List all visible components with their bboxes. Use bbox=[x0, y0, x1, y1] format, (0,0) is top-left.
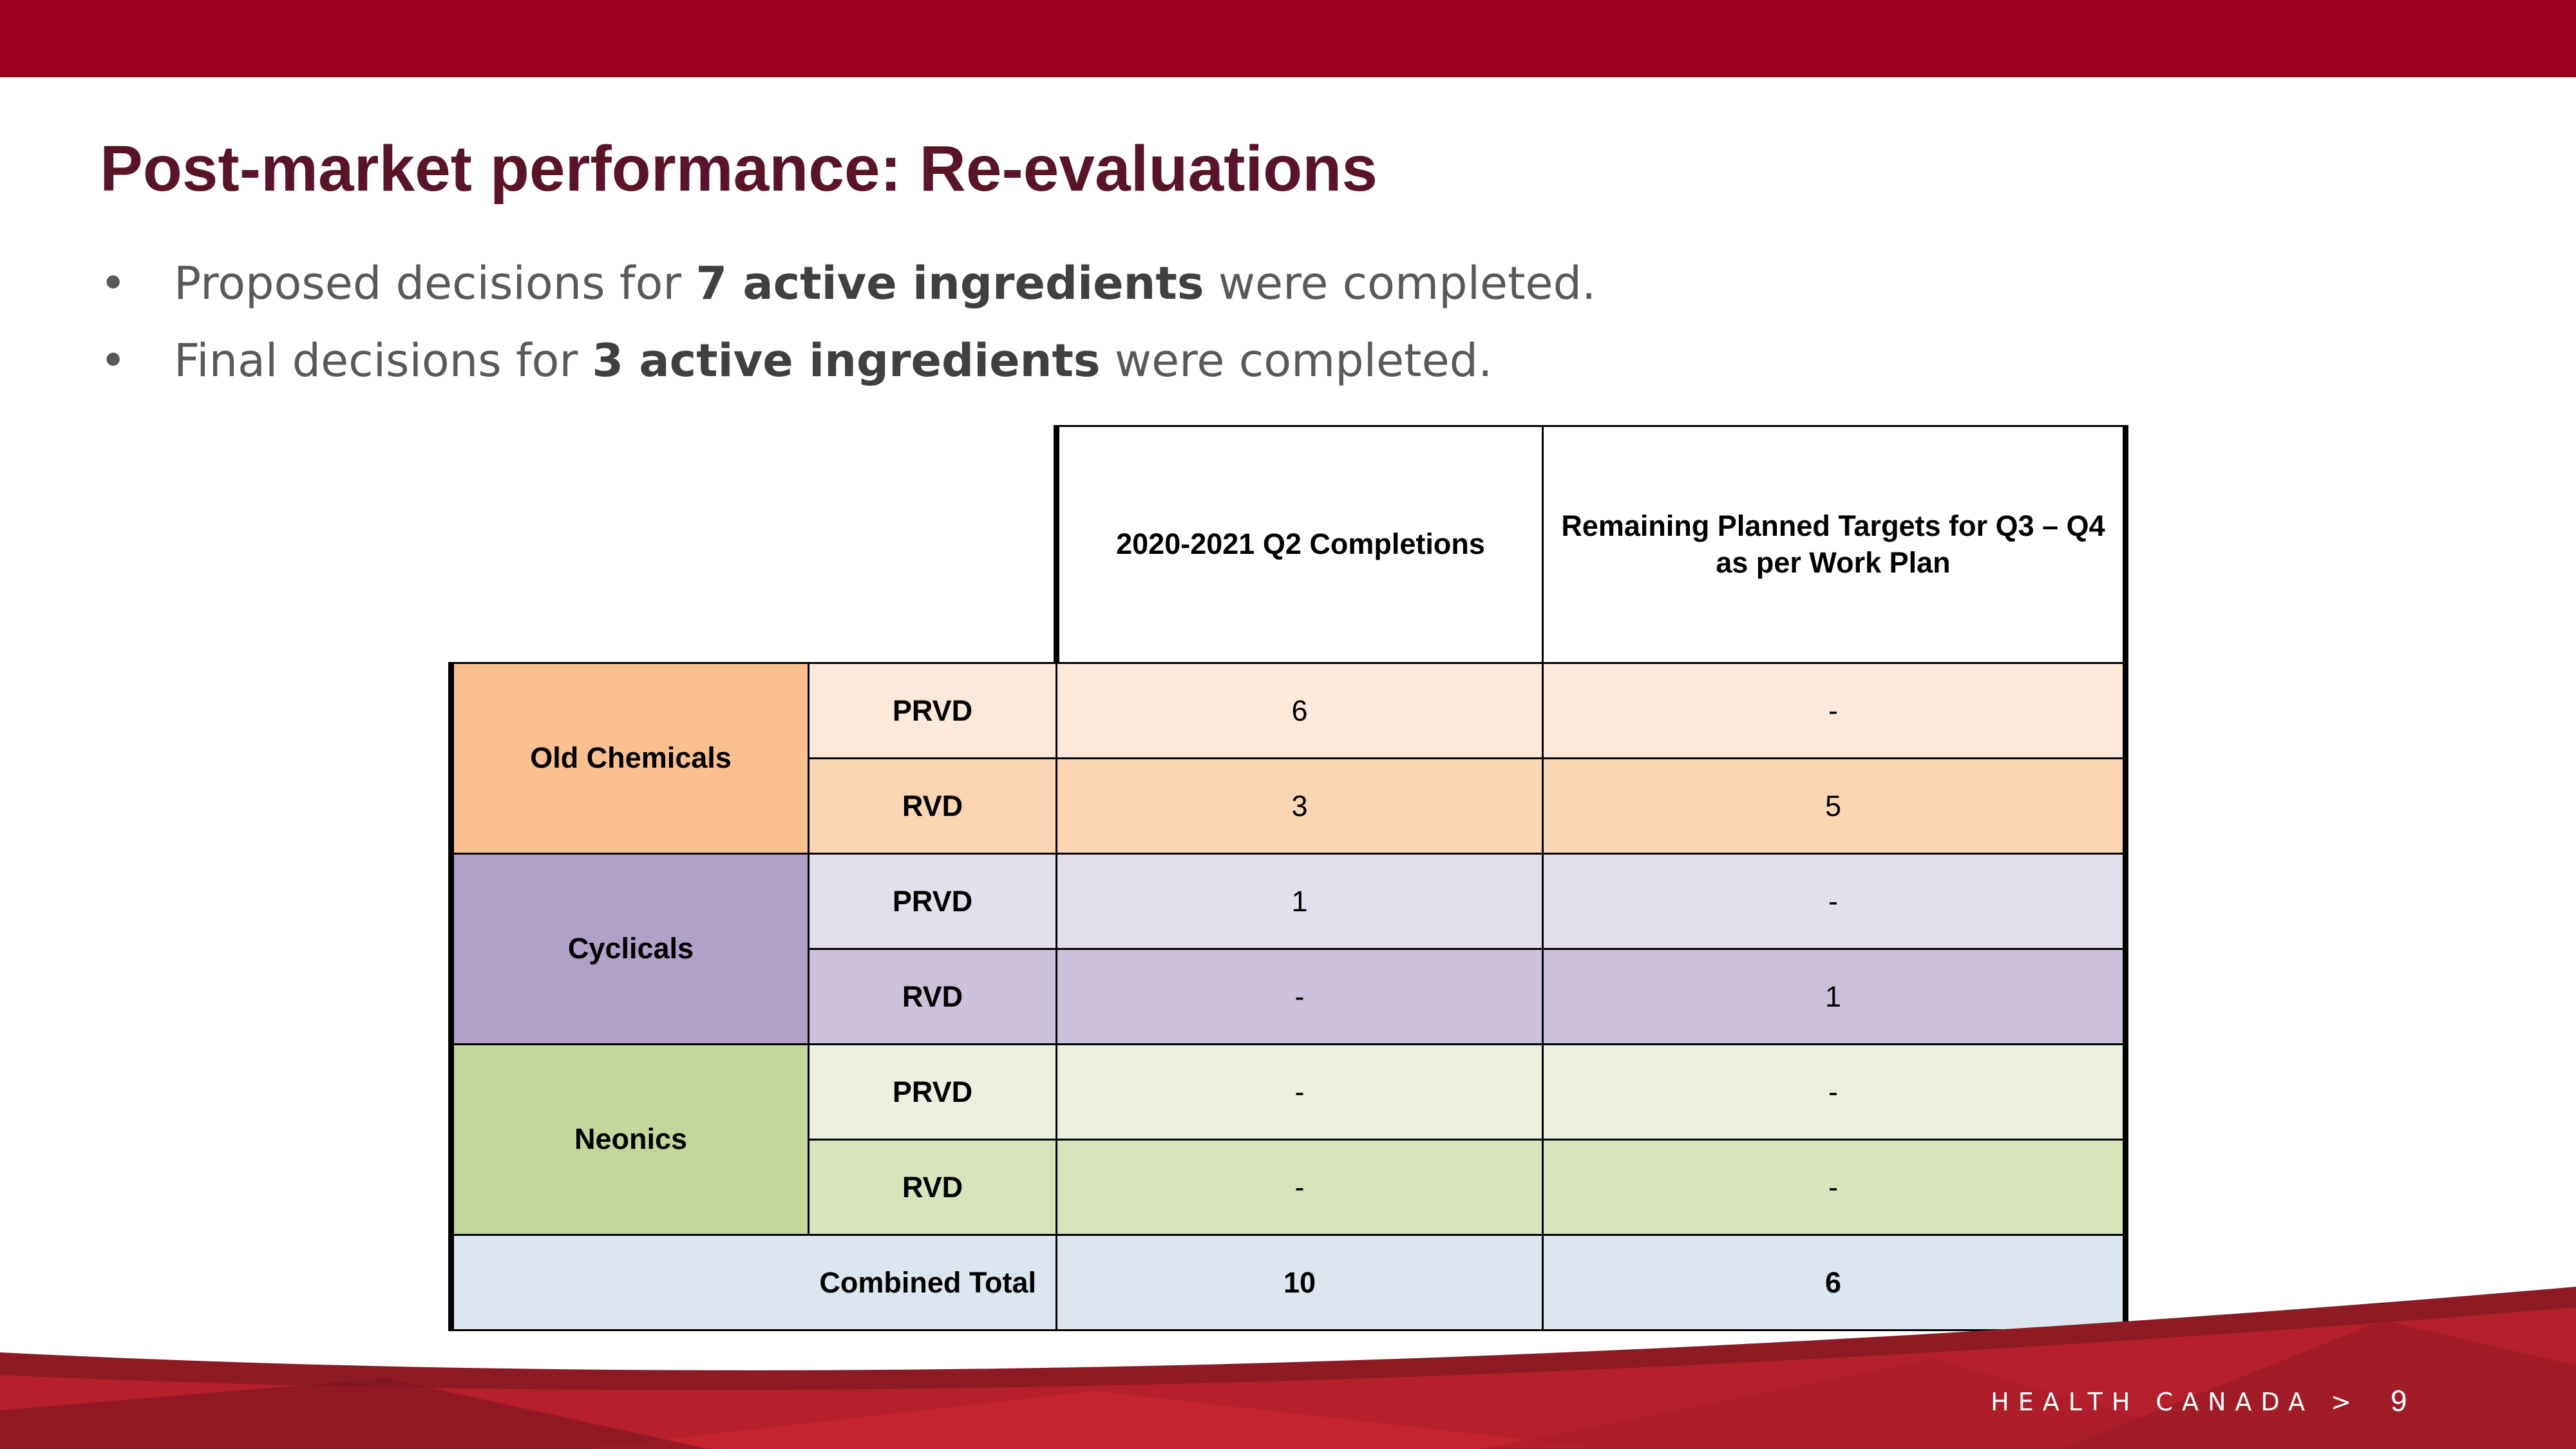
total-remaining-value: 6 bbox=[1542, 1234, 2128, 1331]
footer-wave-graphic bbox=[0, 1287, 2576, 1449]
row-type-label: PRVD bbox=[808, 1043, 1057, 1141]
remaining-value: 5 bbox=[1542, 757, 2128, 855]
total-label: Combined Total bbox=[448, 1234, 1057, 1331]
header-row: 2020-2021 Q2 Completions Remaining Plann… bbox=[451, 425, 2128, 664]
q2-value: 3 bbox=[1056, 757, 1544, 855]
remaining-value: - bbox=[1542, 1043, 2128, 1141]
remaining-value: - bbox=[1542, 662, 2128, 759]
header-q2-completions: 2020-2021 Q2 Completions bbox=[1054, 425, 1544, 664]
remaining-value: 1 bbox=[1542, 948, 2128, 1045]
group-old-chemicals: Old Chemicals bbox=[448, 662, 810, 855]
table-row: Old Chemicals PRVD 6 - bbox=[448, 662, 2128, 855]
table-row: Neonics PRVD - - bbox=[448, 1043, 2128, 1236]
bullet-emphasis: 3 active ingredients bbox=[592, 334, 1101, 387]
table-row: RVD - - bbox=[451, 1139, 2128, 1236]
bullet-item: • Proposed decisions for 7 active ingredi… bbox=[100, 248, 1596, 325]
row-type-label: RVD bbox=[808, 948, 1057, 1045]
bullet-list: • Proposed decisions for 7 active ingredi… bbox=[100, 248, 1596, 402]
group-cyclicals: Cyclicals bbox=[448, 853, 810, 1045]
row-type-label: PRVD bbox=[808, 853, 1057, 950]
slide-title: Post-market performance: Re-evaluations bbox=[100, 133, 1378, 205]
total-row: Combined Total 10 6 bbox=[448, 1234, 2128, 1331]
q2-value: - bbox=[1056, 1043, 1544, 1141]
reevaluation-table: 2020-2021 Q2 Completions Remaining Plann… bbox=[448, 425, 2128, 1331]
table-row: RVD - 1 bbox=[451, 948, 2128, 1045]
footer-brand: HEALTH CANADA > bbox=[1991, 1388, 2360, 1416]
top-banner bbox=[0, 0, 2576, 77]
row-type-label: RVD bbox=[808, 757, 1057, 855]
remaining-value: - bbox=[1542, 853, 2128, 950]
q2-value: 1 bbox=[1056, 853, 1544, 950]
q2-value: - bbox=[1056, 1139, 1544, 1236]
empty-corner bbox=[451, 426, 1057, 663]
remaining-value: - bbox=[1542, 1139, 2128, 1236]
header-remaining-targets: Remaining Planned Targets for Q3 – Q4 as… bbox=[1542, 425, 2128, 664]
bullet-emphasis: 7 active ingredients bbox=[696, 257, 1204, 310]
bullet-text: Final decisions for bbox=[174, 334, 592, 387]
total-q2-value: 10 bbox=[1056, 1234, 1544, 1331]
page-number: 9 bbox=[2391, 1384, 2407, 1417]
bullet-text: Proposed decisions for bbox=[174, 257, 696, 310]
row-type-label: PRVD bbox=[808, 662, 1057, 759]
bullet-text: were completed. bbox=[1100, 334, 1493, 387]
row-type-label: RVD bbox=[808, 1139, 1057, 1236]
bullet-marker: • bbox=[100, 257, 127, 310]
q2-value: 6 bbox=[1056, 662, 1544, 759]
bullet-text: were completed. bbox=[1204, 257, 1596, 310]
group-neonics: Neonics bbox=[448, 1043, 810, 1236]
bullet-item: • Final decisions for 3 active ingredient… bbox=[100, 325, 1596, 402]
bullet-marker: • bbox=[100, 334, 127, 387]
q2-value: - bbox=[1056, 948, 1544, 1045]
table-row: RVD 3 5 bbox=[451, 757, 2128, 855]
table-row: Cyclicals PRVD 1 - bbox=[448, 853, 2128, 1045]
